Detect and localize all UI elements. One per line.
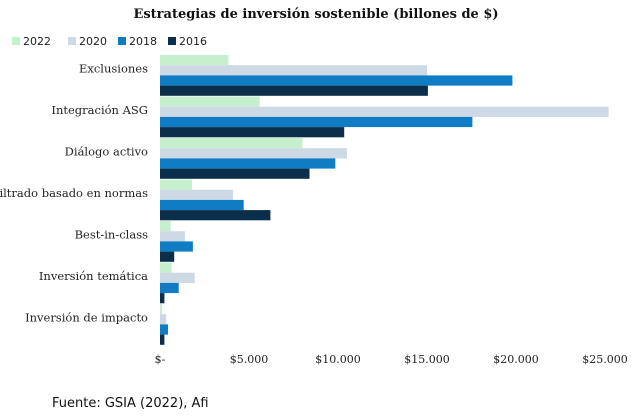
bar-2020-1 bbox=[160, 106, 609, 117]
bar-2022-5 bbox=[160, 262, 172, 273]
bar-2022-6 bbox=[160, 304, 162, 315]
bar-2022-1 bbox=[160, 96, 260, 107]
bar-2022-2 bbox=[160, 138, 303, 149]
legend-swatch-2020 bbox=[68, 37, 76, 45]
legend-label-2018: 2018 bbox=[129, 35, 157, 48]
category-label-1: Integración ASG bbox=[51, 103, 148, 117]
bar-2018-4 bbox=[160, 241, 193, 252]
bar-2022-4 bbox=[160, 221, 171, 232]
category-label-6: Inversión de impacto bbox=[25, 310, 148, 324]
category-label-4: Best-in-class bbox=[75, 227, 149, 241]
x-axis-ticks: $- $5.000 $10.000 $15.000 $20.000 $25.000 bbox=[155, 353, 628, 366]
legend-swatch-2016 bbox=[168, 37, 176, 45]
x-tick-label-2: $10.000 bbox=[315, 353, 361, 366]
bar-2022-3 bbox=[160, 179, 192, 190]
legend-label-2016: 2016 bbox=[179, 35, 207, 48]
x-tick-label-1: $5.000 bbox=[230, 353, 269, 366]
bar-2020-6 bbox=[160, 314, 167, 325]
bar-2018-2 bbox=[160, 158, 336, 169]
bar-2022-0 bbox=[160, 55, 229, 66]
bar-2016-3 bbox=[160, 210, 271, 221]
legend: 2022 2020 2018 2016 bbox=[12, 35, 207, 48]
bar-2020-5 bbox=[160, 272, 195, 283]
bar-2016-6 bbox=[160, 334, 165, 345]
x-tick-label-3: $15.000 bbox=[404, 353, 450, 366]
bar-2016-5 bbox=[160, 293, 165, 304]
x-tick-label-5: $25.000 bbox=[582, 353, 628, 366]
bar-2016-0 bbox=[160, 85, 428, 96]
bar-2020-4 bbox=[160, 231, 185, 242]
bar-2018-3 bbox=[160, 199, 244, 211]
bar-2018-0 bbox=[160, 75, 513, 86]
chart-title: Estrategias de inversión sostenible (bil… bbox=[133, 7, 498, 22]
legend-swatch-2022 bbox=[12, 37, 20, 45]
legend-label-2022: 2022 bbox=[23, 35, 51, 48]
x-tick-label-0: $- bbox=[155, 353, 166, 366]
source-note: Fuente: GSIA (2022), Afi bbox=[52, 396, 209, 411]
legend-label-2020: 2020 bbox=[79, 35, 107, 48]
category-label-0: Exclusiones bbox=[79, 61, 148, 75]
category-label-5: Inversión temática bbox=[39, 269, 148, 283]
bar-2016-4 bbox=[160, 251, 175, 262]
bar-2018-1 bbox=[160, 116, 473, 128]
bar-2020-0 bbox=[160, 65, 427, 76]
legend-swatch-2018 bbox=[118, 37, 126, 45]
bar-2016-2 bbox=[160, 168, 310, 179]
bar-2016-1 bbox=[160, 127, 345, 138]
bar-2018-6 bbox=[160, 324, 168, 335]
bar-2020-2 bbox=[160, 148, 347, 159]
bar-2020-3 bbox=[160, 189, 233, 200]
bar-2018-5 bbox=[160, 282, 179, 294]
category-label-2: Diálogo activo bbox=[65, 144, 148, 158]
bars bbox=[160, 55, 609, 345]
category-label-3: Filtrado basado en normas bbox=[0, 186, 148, 200]
x-tick-label-4: $20.000 bbox=[493, 353, 539, 366]
category-labels: Exclusiones Integración ASG Diálogo activo… bbox=[0, 61, 148, 324]
